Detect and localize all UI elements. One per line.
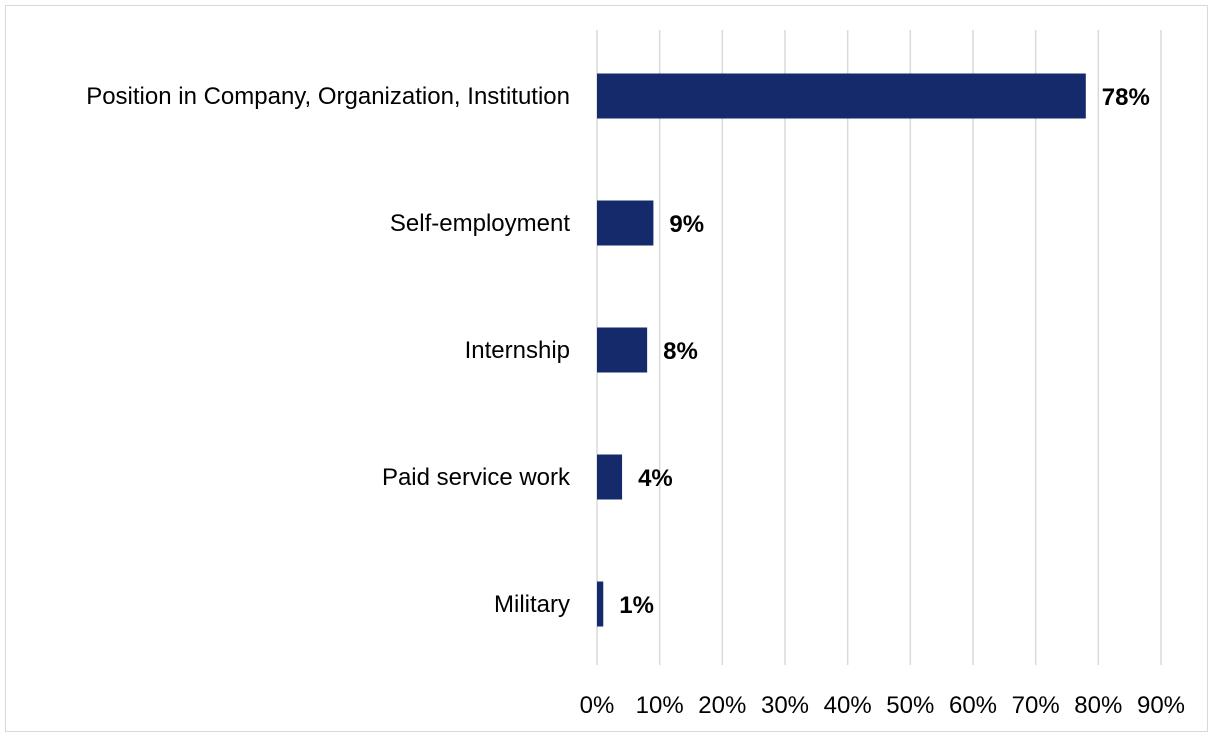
x-tick-label: 40% (824, 692, 872, 719)
gridlines (596, 30, 1162, 665)
x-tick-label: 90% (1137, 692, 1185, 719)
x-tick-label: 60% (949, 692, 997, 719)
x-tick-label: 0% (580, 692, 615, 719)
category-label: Military (494, 591, 570, 618)
data-label: 78% (1102, 84, 1150, 111)
bar (597, 327, 648, 373)
category-label: Position in Company, Organization, Insti… (86, 83, 570, 110)
x-tick-label: 10% (636, 692, 684, 719)
x-tick-label: 30% (761, 692, 809, 719)
labels: Position in Company, Organization, Insti… (86, 83, 1150, 619)
bar (597, 454, 623, 500)
bar (597, 73, 1086, 119)
category-label: Paid service work (382, 464, 571, 491)
x-tick-label: 20% (698, 692, 746, 719)
data-label: 9% (669, 211, 704, 238)
bars (597, 73, 1086, 627)
data-label: 1% (619, 592, 654, 619)
bar (597, 200, 654, 246)
data-label: 8% (663, 338, 698, 365)
x-tick-label: 80% (1074, 692, 1122, 719)
x-axis-ticks: 0% 10% 20% 30% 40% 50% 60% 70% 80% 90% (580, 692, 1185, 719)
category-label: Self-employment (390, 210, 570, 237)
x-tick-label: 70% (1012, 692, 1060, 719)
category-label: Internship (465, 337, 570, 364)
x-tick-label: 50% (886, 692, 934, 719)
data-label: 4% (638, 465, 673, 492)
bar (597, 581, 604, 627)
